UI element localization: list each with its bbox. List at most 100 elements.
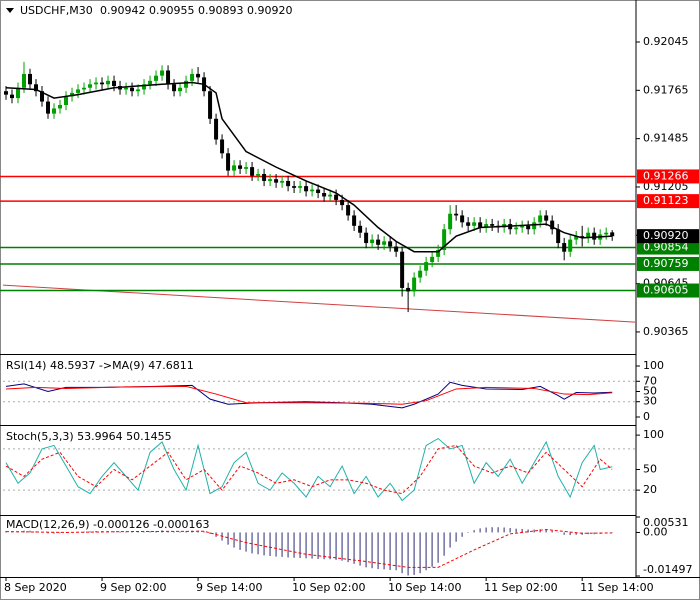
candle-body	[166, 70, 171, 85]
y-tick-label: 20	[643, 483, 657, 496]
candle-body	[562, 243, 567, 252]
candle-body	[58, 104, 63, 109]
candle-body	[160, 70, 165, 76]
candle-body	[376, 239, 381, 245]
y-tick-label: 50	[643, 463, 657, 476]
candle-body	[388, 241, 393, 247]
x-tick-label: 10 Sep 02:00	[292, 581, 365, 594]
candle-body	[130, 87, 135, 92]
indicator-title: Stoch(5,3,3) 53.9964 50.1455	[6, 430, 172, 443]
candle-body	[274, 179, 279, 183]
price-label-box	[637, 194, 699, 209]
candle-body	[568, 239, 573, 252]
candle-body	[352, 215, 357, 226]
current-price-box	[637, 229, 699, 244]
x-tick-label: 10 Sep 14:00	[388, 581, 461, 594]
candle-body	[532, 222, 537, 230]
candle-body	[46, 101, 51, 114]
candle-body	[256, 174, 261, 176]
candle-body	[382, 241, 387, 245]
x-tick-label: 8 Sep 2020	[4, 581, 67, 594]
candle-body	[196, 73, 201, 78]
price-label: 0.91266	[643, 169, 689, 182]
candle-body	[448, 213, 453, 230]
indicator-line	[5, 444, 613, 495]
candle-body	[262, 174, 267, 181]
candle-body	[472, 222, 477, 226]
candle-body	[268, 179, 273, 181]
candle-body	[22, 73, 27, 88]
price-label-box	[637, 256, 699, 271]
candle-body	[574, 236, 579, 240]
candle-body	[214, 118, 219, 140]
x-tick-label: 9 Sep 14:00	[196, 581, 262, 594]
candle-body	[304, 186, 309, 192]
y-tick-label: 0.00	[643, 525, 668, 538]
candle-body	[442, 229, 447, 250]
candle-body	[370, 239, 375, 244]
indicator-line	[5, 529, 613, 568]
candle-body	[580, 236, 585, 238]
indicator-title: RSI(14) 48.5937 ->MA(9) 47.6811	[6, 359, 194, 372]
y-tick-label: -0.01497	[643, 563, 692, 576]
candle-body	[358, 225, 363, 233]
candle-body	[394, 246, 399, 252]
candle-body	[94, 82, 99, 85]
y-tick-label: 100	[643, 428, 664, 441]
candle-body	[250, 167, 255, 176]
y-tick-label: 0	[643, 410, 650, 423]
candle-body	[424, 262, 429, 271]
candle-body	[190, 73, 195, 81]
candle-body	[406, 287, 411, 292]
candle-body	[76, 89, 81, 93]
candle-body	[154, 75, 159, 81]
candle-body	[466, 222, 471, 226]
candle-body	[148, 80, 153, 85]
candle-body	[478, 222, 483, 228]
y-tick-label: 0.91485	[643, 132, 689, 145]
candle-body	[70, 92, 75, 97]
candle-body	[544, 215, 549, 221]
candle-body	[4, 91, 9, 95]
candle-body	[334, 194, 339, 200]
candle-body	[418, 270, 423, 278]
y-tick-label: 30	[643, 395, 657, 408]
candle-body	[328, 194, 333, 197]
candle-body	[184, 80, 189, 88]
candle-body	[28, 73, 33, 85]
y-tick-label: 100	[643, 359, 664, 372]
price-label: 0.91123	[643, 194, 689, 207]
candle-body	[298, 186, 303, 188]
candle-body	[136, 89, 141, 92]
candle-body	[322, 193, 327, 197]
chart-subtitle: 0.90942 0.90955 0.90893 0.90920	[100, 4, 292, 17]
price-label: 0.90854	[643, 241, 689, 254]
candle-body	[520, 225, 525, 228]
candle-body	[82, 87, 87, 90]
price-label: 0.90605	[643, 284, 689, 297]
candle-body	[556, 229, 561, 244]
candle-body	[484, 224, 489, 228]
candle-body	[316, 189, 321, 194]
price-label-box	[637, 169, 699, 184]
candle-body	[292, 186, 297, 188]
current-price-label: 0.90920	[643, 229, 689, 242]
y-tick-label: 0.90365	[643, 325, 689, 338]
candle-body	[340, 199, 345, 206]
candle-body	[586, 232, 591, 238]
candle-body	[106, 80, 111, 85]
menu-arrow[interactable]	[6, 8, 14, 13]
candle-body	[88, 84, 93, 88]
candle-body	[364, 232, 369, 244]
x-tick-label: 9 Sep 02:00	[100, 581, 166, 594]
y-tick-label: 0.92045	[643, 35, 689, 48]
price-label: 0.90759	[643, 257, 689, 270]
candle-body	[400, 251, 405, 288]
candle-body	[526, 225, 531, 230]
candle-body	[538, 215, 543, 223]
candle-body	[436, 249, 441, 257]
candle-body	[112, 80, 117, 87]
candle-body	[490, 224, 495, 226]
